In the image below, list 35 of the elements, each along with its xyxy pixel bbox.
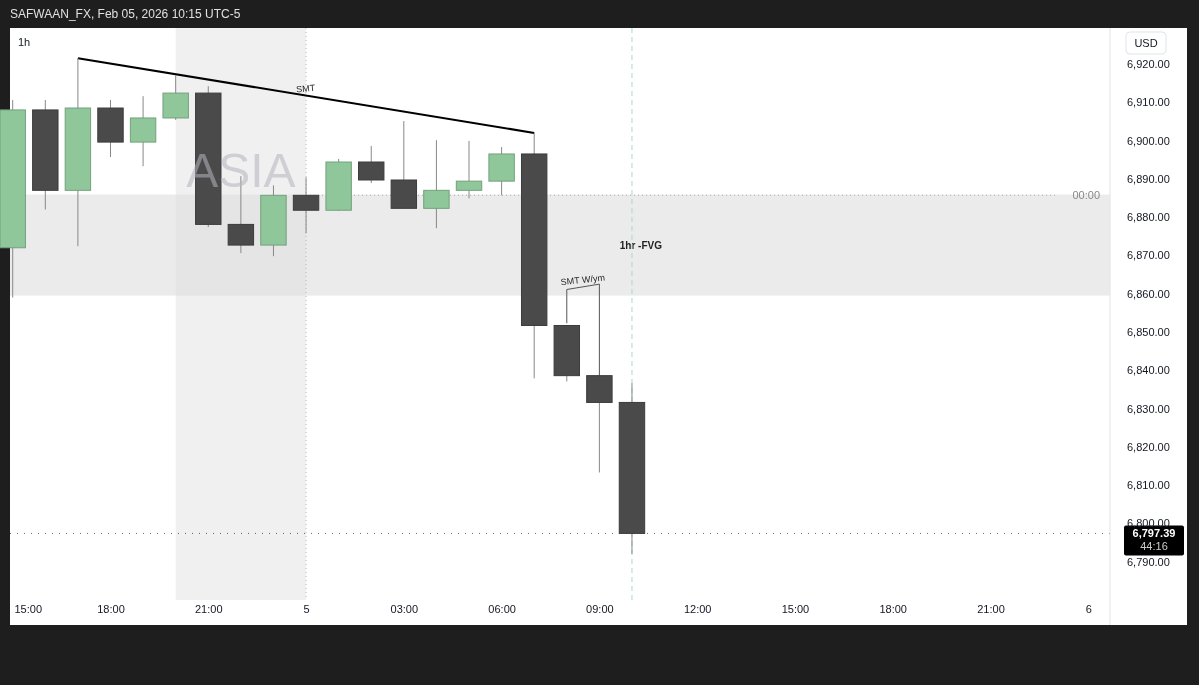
y-tick-label: 6,850.00 [1127,326,1170,339]
x-tick-label: 21:00 [977,602,1005,615]
y-tick-label: 6,870.00 [1127,249,1170,262]
y-tick-label: 6,920.00 [1127,58,1170,71]
annotation: 00:00 [1072,189,1100,202]
x-tick-label: 5 [303,602,310,615]
y-tick-label: 6,880.00 [1127,211,1170,224]
x-tick-label: 15:00 [14,602,43,615]
annotation: SMT W/ym [560,272,606,288]
text: 44:16 [1140,540,1168,553]
y-tick-label: 6,790.00 [1127,555,1170,568]
x-tick-label: 03:00 [390,602,419,615]
x-tick-label: 12:00 [683,602,712,615]
x-tick-label: 6 [1085,602,1092,615]
x-tick-label: 18:00 [879,602,907,615]
text: 1h [18,36,31,48]
y-tick-label: 6,820.00 [1127,440,1170,453]
x-tick-label: 06:00 [488,602,516,615]
y-tick-label: 6,840.00 [1127,364,1170,377]
candlestick [455,140,483,199]
x-tick-label: 18:00 [97,602,125,615]
y-tick-label: 6,900.00 [1127,134,1170,147]
chart-subtitle: SAFWAAN_FX, Feb 05, 2026 10:15 UTC-5 [10,7,241,21]
x-tick-label: 21:00 [195,602,223,615]
annotation: SMT [295,82,317,95]
y-tick-label: 6,910.00 [1127,96,1170,109]
y-axis-title: USD [1134,37,1158,49]
y-tick-label: 6,890.00 [1127,172,1170,185]
y-tick-label: 6,810.00 [1127,479,1170,492]
band-label: 1hr -FVG [619,240,663,252]
y-tick-label: 6,830.00 [1127,402,1170,415]
x-tick-label: 15:00 [781,602,810,615]
ref-line-label: 6,797.39 [1132,527,1176,540]
y-tick-label: 6,860.00 [1127,287,1170,300]
x-tick-label: 09:00 [586,602,614,615]
